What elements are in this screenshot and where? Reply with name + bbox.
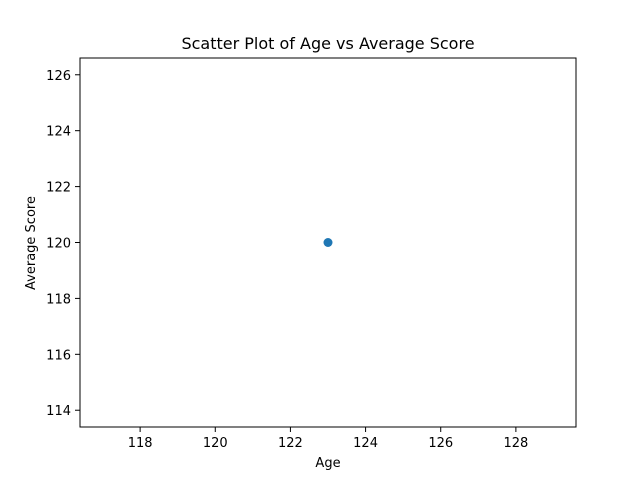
- y-tick-label: 120: [46, 237, 71, 252]
- y-axis-label: Average Score: [24, 196, 39, 290]
- x-tick-label: 128: [503, 436, 528, 451]
- x-tick-label: 122: [278, 436, 303, 451]
- y-tick-label: 126: [46, 69, 71, 84]
- x-tick-label: 126: [428, 436, 453, 451]
- y-tick-label: 122: [46, 181, 71, 196]
- data-point: [323, 238, 333, 247]
- y-axis: 114 116 118 120 122 124 126: [46, 69, 80, 419]
- y-tick-label: 118: [46, 292, 71, 307]
- x-tick-label: 118: [128, 436, 153, 451]
- x-tick-label: 124: [353, 436, 378, 451]
- y-tick-label: 116: [46, 348, 71, 363]
- data-points: [323, 238, 333, 247]
- chart-title: Scatter Plot of Age vs Average Score: [181, 34, 474, 53]
- x-axis: 118 120 122 124 126 128: [128, 427, 528, 451]
- x-tick-label: 120: [203, 436, 228, 451]
- x-axis-label: Age: [315, 456, 340, 471]
- y-tick-label: 114: [46, 404, 71, 419]
- y-tick-label: 124: [46, 125, 71, 140]
